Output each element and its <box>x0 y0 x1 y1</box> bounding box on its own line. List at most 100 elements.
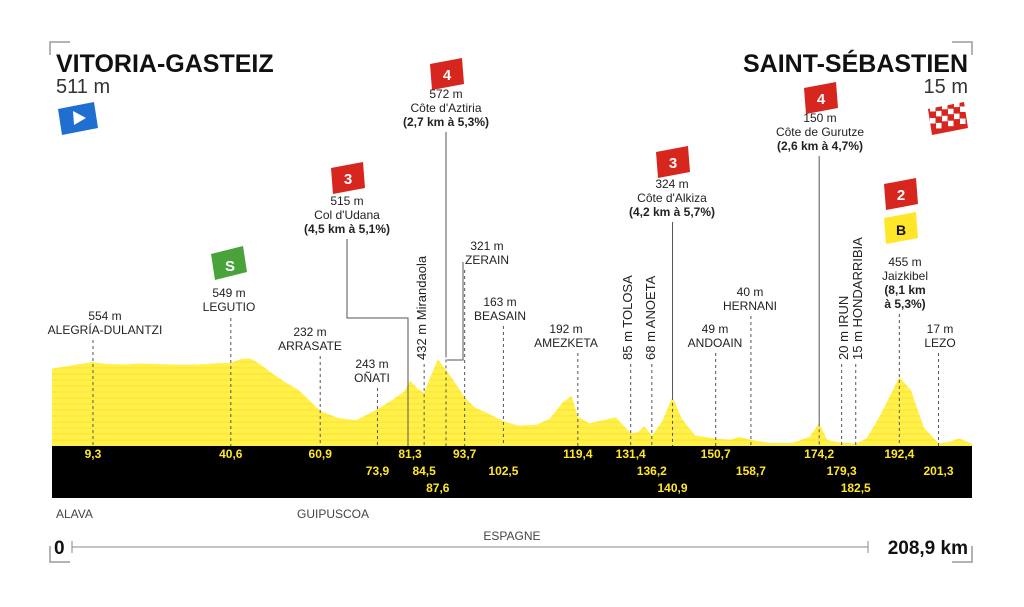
place-name: HERNANI <box>723 299 777 313</box>
place-altitude: 49 m <box>702 322 729 336</box>
climb-category-flag-label: 3 <box>669 155 677 172</box>
climb-altitude: 324 m <box>655 177 688 191</box>
start-altitude: 511 m <box>56 76 110 98</box>
climb-category-flag <box>656 146 690 178</box>
place-altitude: 321 m <box>470 239 503 253</box>
climb-category-flag-label: 2 <box>897 187 905 204</box>
climb-name: Jaizkibel <box>882 269 928 283</box>
place-name: LEZO <box>924 336 955 350</box>
climb-detail: (4,2 km à 5,7%) <box>629 205 715 219</box>
finish-flag-square <box>936 122 942 129</box>
km-label: 158,7 <box>736 464 766 478</box>
finish-flag-square <box>960 118 966 124</box>
sprint-altitude: 549 m <box>212 286 245 300</box>
place-altitude: 243 m <box>355 357 388 371</box>
climb-altitude: 455 m <box>888 255 921 269</box>
vertical-place-label: 20 m IRUN <box>836 296 851 360</box>
finish-flag-square <box>942 103 948 110</box>
place-altitude: 40 m <box>737 285 764 299</box>
climb-category-flag <box>804 82 838 114</box>
vertical-place-label: 68 m ANOETA <box>643 275 658 360</box>
km-label: 73,9 <box>366 464 390 478</box>
sprint-name: LEGUTIO <box>203 300 256 314</box>
place-name: ZERAIN <box>465 253 509 267</box>
km-label: 174,2 <box>804 447 834 461</box>
place-altitude: 554 m <box>88 309 121 323</box>
climb-category-flag <box>884 178 918 210</box>
climb-leader <box>346 239 409 446</box>
km-label: 93,7 <box>453 447 477 461</box>
km-label: 60,9 <box>309 447 333 461</box>
start-name: VITORIA-GASTEIZ <box>56 50 274 78</box>
km-label: 150,7 <box>701 447 731 461</box>
km-label: 179,3 <box>827 464 857 478</box>
climb-name: Côte d'Aztiria <box>411 101 482 115</box>
profile-area <box>52 358 972 446</box>
vertical-place-label: 85 m TOLOSA <box>620 275 635 360</box>
climb-name: Côte de Gurutze <box>776 125 864 139</box>
place-name: ANDOAIN <box>688 336 743 350</box>
place-altitude: 232 m <box>293 325 326 339</box>
zerain-leader <box>447 262 464 361</box>
climb-category-flag-label: 4 <box>817 91 826 108</box>
climb-detail: à 5,3%) <box>884 297 925 311</box>
climb-detail: (2,6 km à 4,7%) <box>777 139 863 153</box>
region-alava: ALAVA <box>56 507 93 521</box>
km-label: 136,2 <box>637 464 667 478</box>
place-altitude: 17 m <box>927 322 954 336</box>
km-label: 81,3 <box>398 447 422 461</box>
sprint-flag-icon <box>211 246 247 280</box>
climb-category-flag-label: 4 <box>443 67 452 84</box>
km-band <box>52 446 972 498</box>
km-label: 40,6 <box>219 447 243 461</box>
km-label: 201,3 <box>924 464 954 478</box>
km-label: 9,3 <box>85 447 102 461</box>
country-label: ESPAGNE <box>483 529 540 543</box>
sprint-flag-label: S <box>225 258 235 275</box>
start-flag-icon <box>58 102 98 135</box>
climb-name: Côte d'Alkiza <box>637 191 707 205</box>
place-name: AMEZKETA <box>534 336 598 350</box>
finish-flag-square <box>936 110 942 117</box>
bonus-flag <box>884 212 918 244</box>
km-label: 182,5 <box>841 481 871 495</box>
climb-category-flag <box>331 162 365 194</box>
frame-corners <box>49 41 973 563</box>
finish-name: SAINT-SÉBASTIEN <box>743 49 968 78</box>
climb-altitude: 515 m <box>330 194 363 208</box>
climb-detail: (4,5 km à 5,1%) <box>304 222 390 236</box>
climb-category-flag-label: 3 <box>344 171 352 188</box>
climb-detail: (2,7 km à 5,3%) <box>403 115 489 129</box>
finish-flag-square <box>930 106 936 112</box>
finish-flag-square <box>954 113 960 120</box>
bonus-flag-label: B <box>896 222 906 238</box>
km-labels: 9,3 40,6 60,9 81,3 93,7 119,4 131,4 150,7 174,2 1… <box>85 447 954 495</box>
elevation-profile <box>52 358 972 446</box>
place-name: ARRASATE <box>278 339 342 353</box>
km-label: 119,4 <box>563 447 593 461</box>
distance-end: 208,9 km <box>888 538 968 559</box>
finish-flag-square <box>960 106 966 112</box>
place-name: ALEGRÍA-DULANTZI <box>48 322 163 337</box>
vertical-place-label: 15 m HONDARRIBIA <box>850 237 865 360</box>
km-label: 84,5 <box>412 464 436 478</box>
place-altitude: 163 m <box>483 295 516 309</box>
finish-flag-square <box>948 120 954 127</box>
km-label: 87,6 <box>426 481 450 495</box>
finish-flag-icon <box>928 101 968 135</box>
climb-altitude: 572 m <box>429 87 462 101</box>
distance-start: 0 <box>54 538 65 559</box>
region-guipuscoa: GUIPUSCOA <box>297 507 369 521</box>
finish-flag-square <box>930 118 936 124</box>
place-name: BEASAIN <box>474 309 526 323</box>
climb-altitude: 150 m <box>803 111 836 125</box>
place-name: OÑATI <box>354 371 390 385</box>
finish-flag-square <box>948 108 954 115</box>
place-altitude: 192 m <box>549 322 582 336</box>
climb-detail: (8,1 km <box>884 283 925 297</box>
climb-category-flag <box>430 58 464 90</box>
finish-flag-square <box>954 101 960 108</box>
km-label: 102,5 <box>488 464 518 478</box>
finish-altitude: 15 m <box>924 76 968 98</box>
